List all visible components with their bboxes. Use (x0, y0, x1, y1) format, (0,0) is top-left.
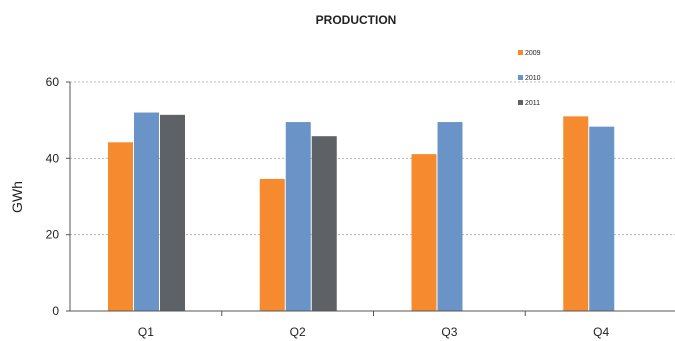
x-tick-label: Q4 (593, 325, 609, 339)
y-tick-label: 20 (46, 228, 60, 242)
bar-2010-Q1 (134, 112, 159, 312)
bars (108, 112, 615, 312)
x-tick-label: Q3 (441, 325, 457, 339)
x-tick-label: Q2 (290, 325, 306, 339)
legend: 2009 2010 2011 (518, 50, 541, 107)
y-tick-label: 0 (52, 304, 59, 318)
axes (69, 82, 675, 316)
y-tick-label: 40 (46, 151, 60, 165)
y-axis-label: GWh (9, 181, 25, 213)
bar-2010-Q4 (589, 126, 615, 311)
legend-swatch-2010 (518, 75, 523, 80)
x-tick-label: Q1 (138, 325, 154, 339)
bar-2010-Q2 (285, 122, 311, 311)
y-tick-labels: 0 20 40 60 (46, 75, 60, 318)
bar-2010-Q3 (437, 122, 463, 311)
bar-2009-Q2 (259, 178, 285, 311)
chart-title: PRODUCTION (316, 13, 397, 27)
legend-swatch-2009 (518, 50, 523, 55)
bar-2009-Q4 (563, 116, 589, 311)
bar-2011-Q1 (160, 114, 185, 311)
y-tick-label: 60 (46, 75, 60, 89)
bar-2009-Q1 (108, 142, 133, 311)
bar-2009-Q3 (411, 154, 437, 311)
legend-label: 2009 (525, 50, 541, 57)
legend-label: 2011 (525, 100, 540, 107)
legend-label: 2010 (525, 75, 541, 82)
legend-swatch-2011 (518, 100, 523, 105)
x-tick-labels: Q1 Q2 Q3 Q4 (138, 325, 610, 339)
bar-2011-Q2 (311, 136, 337, 311)
